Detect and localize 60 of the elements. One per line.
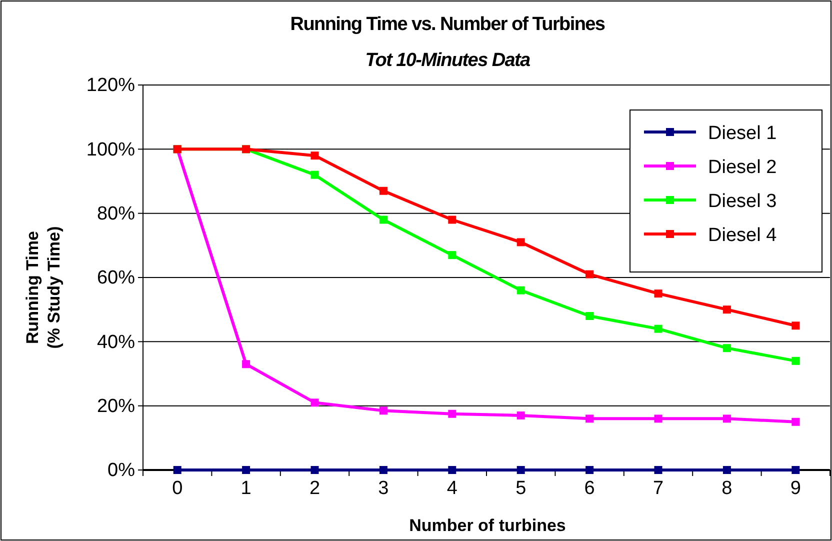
x-tick-label: 6 <box>584 478 595 499</box>
point <box>448 466 456 474</box>
point <box>448 216 456 224</box>
point <box>654 324 662 333</box>
point <box>242 466 250 474</box>
point <box>173 466 182 474</box>
legend-label: Diesel 1 <box>708 123 777 144</box>
point <box>379 216 388 224</box>
point <box>448 251 456 260</box>
legend-label: Diesel 2 <box>708 157 777 178</box>
y-tick-label: 100% <box>86 139 136 160</box>
point <box>722 414 731 423</box>
point <box>516 466 525 474</box>
x-tick-label: 4 <box>446 478 458 499</box>
point <box>379 466 388 474</box>
point <box>586 466 594 474</box>
x-tick-label: 2 <box>309 478 320 499</box>
y-tick-label: 0% <box>108 460 136 482</box>
x-tick-label: 5 <box>516 478 526 499</box>
point <box>516 286 525 294</box>
chart-title: Running Time vs. Number of Turbines <box>290 14 605 35</box>
y-tick-label: 20% <box>96 396 136 417</box>
point <box>242 360 250 368</box>
legend-label: Diesel 4 <box>708 225 778 246</box>
x-axis-title: Number of turbines <box>409 516 566 535</box>
point <box>516 411 525 420</box>
point <box>654 466 662 474</box>
point <box>722 344 731 352</box>
y-tick-label: 80% <box>96 203 136 224</box>
point <box>654 290 662 298</box>
point <box>792 356 800 365</box>
point <box>654 414 662 423</box>
point <box>310 466 319 474</box>
point <box>310 398 319 407</box>
x-tick-label: 9 <box>790 478 801 499</box>
point <box>379 406 388 415</box>
y-axis-title: Running Time (% Study Time) <box>23 226 64 349</box>
point <box>379 186 388 195</box>
x-tick-label: 8 <box>722 478 732 499</box>
x-tick-label: 3 <box>378 478 389 499</box>
point <box>792 418 800 426</box>
x-tick-label: 7 <box>652 478 664 499</box>
chart-subtitle: Tot 10-Minutes Data <box>365 50 532 71</box>
legend-label: Diesel 3 <box>708 191 777 212</box>
x-tick-label: 1 <box>240 478 252 499</box>
y-tick-label: 60% <box>96 268 136 289</box>
point <box>310 170 319 179</box>
point <box>722 466 731 474</box>
y-tick-label: 120% <box>86 75 136 96</box>
point <box>792 466 800 474</box>
point <box>586 414 594 423</box>
point <box>516 238 525 246</box>
point <box>586 270 594 278</box>
point <box>722 306 731 314</box>
point <box>310 152 319 160</box>
x-tick-label: 0 <box>172 478 183 499</box>
y-tick-label: 40% <box>96 332 136 353</box>
point <box>586 312 594 320</box>
point <box>792 322 800 330</box>
point <box>448 410 456 418</box>
